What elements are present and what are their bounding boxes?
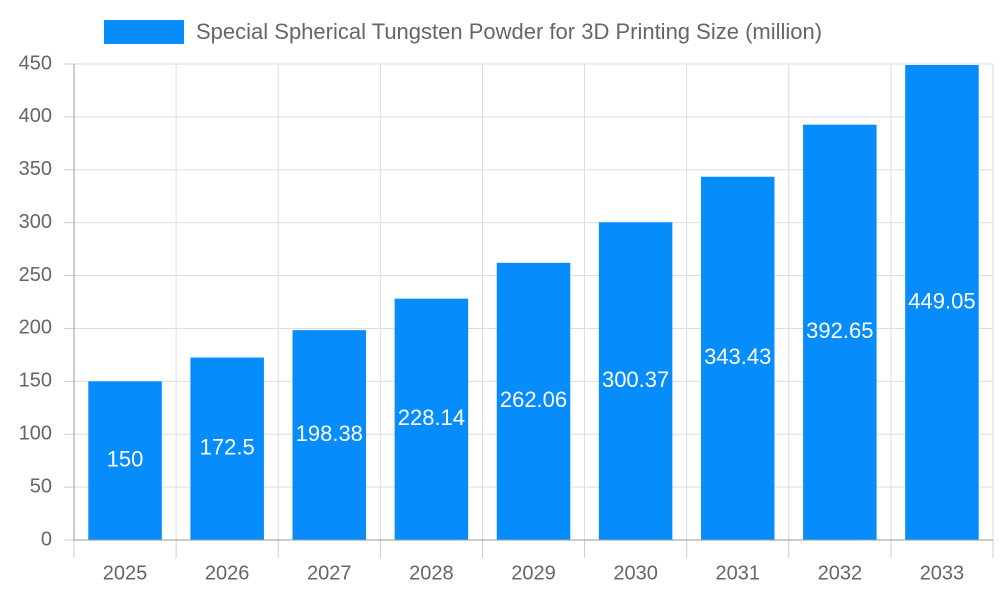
x-tick-label: 2031	[715, 562, 760, 584]
y-tick-label: 300	[19, 211, 52, 233]
x-tick-label: 2029	[511, 562, 556, 584]
bar	[190, 357, 264, 540]
data-label: 343.43	[704, 344, 771, 369]
y-tick-label: 150	[19, 370, 52, 392]
data-label: 300.37	[602, 367, 669, 392]
bar	[394, 298, 469, 540]
bar	[803, 124, 877, 540]
y-tick-label: 50	[30, 475, 52, 497]
bar	[88, 381, 162, 540]
bar	[700, 176, 775, 541]
x-tick-label: 2028	[409, 562, 454, 584]
data-label: 262.06	[500, 387, 567, 412]
legend-label: Special Spherical Tungsten Powder for 3D…	[196, 19, 822, 44]
bar	[905, 65, 979, 541]
bar	[598, 222, 673, 541]
x-tick-label: 2025	[103, 562, 148, 584]
bar	[292, 330, 367, 540]
y-tick-label: 350	[19, 158, 52, 180]
y-tick-label: 450	[19, 52, 52, 74]
y-tick-label: 200	[19, 317, 52, 339]
data-label: 150	[107, 446, 144, 471]
data-label: 172.5	[200, 435, 255, 460]
x-tick-label: 2026	[205, 562, 250, 584]
legend-swatch	[104, 20, 184, 44]
y-tick-label: 0	[41, 528, 52, 550]
y-tick-label: 250	[19, 264, 52, 286]
data-label: 198.38	[296, 421, 363, 446]
x-tick-label: 2030	[613, 562, 658, 584]
x-tick-label: 2033	[920, 562, 965, 584]
y-tick-label: 100	[19, 423, 52, 445]
data-label: 392.65	[806, 318, 873, 343]
y-tick-label: 400	[19, 105, 52, 127]
data-label: 449.05	[908, 288, 975, 313]
x-tick-label: 2027	[307, 562, 352, 584]
x-tick-label: 2032	[818, 562, 863, 584]
data-label: 228.14	[398, 405, 465, 430]
bar	[496, 262, 571, 540]
